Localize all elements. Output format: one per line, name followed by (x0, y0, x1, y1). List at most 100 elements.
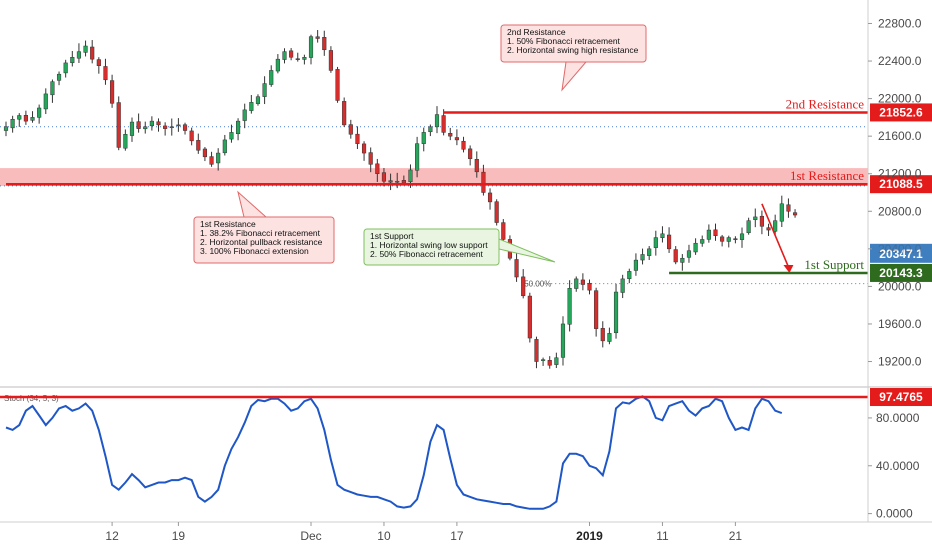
resistance-zone-layer (0, 168, 868, 186)
candle-94 (627, 271, 632, 279)
candle-37 (249, 102, 254, 111)
candle-118 (786, 204, 791, 212)
candle-5 (37, 107, 42, 118)
x-tick-label-4: 17 (450, 529, 464, 543)
candle-50 (335, 69, 340, 101)
candle-31 (209, 156, 214, 165)
candle-46 (308, 36, 314, 58)
first-support-note-line-0: 1st Support (370, 231, 414, 241)
first-resistance-note-line-3: 3. 100% Fibonacci extension (200, 246, 309, 256)
candle-99 (660, 233, 665, 238)
candle-45 (302, 57, 307, 60)
level-tag-0 (870, 103, 932, 122)
candle-101 (673, 249, 678, 263)
candle-69 (461, 140, 466, 150)
candle-106 (706, 229, 711, 240)
candle-28 (189, 130, 194, 142)
current-price-label: 20347.1 (879, 247, 923, 261)
candle-110 (733, 238, 738, 240)
candle-15 (103, 66, 108, 81)
candle-48 (322, 37, 327, 51)
candle-95 (633, 259, 638, 271)
candle-109 (726, 237, 731, 242)
candle-92 (613, 291, 619, 334)
candle-90 (600, 328, 605, 342)
second-resistance-note-line-1: 1. 50% Fibonacci retracement (507, 36, 621, 46)
candle-10 (70, 57, 75, 64)
y-tick-label-6: 21600.0 (878, 129, 922, 143)
candle-71 (474, 158, 479, 173)
second-resistance-note-pointer (561, 61, 588, 92)
stochastic-panel: Stoch (34, 5, 3) 97.4765 (0, 386, 932, 510)
candle-61 (408, 169, 413, 183)
y-tick-label-9: 22800.0 (878, 16, 922, 30)
candle-14 (96, 59, 101, 66)
candle-16 (110, 80, 115, 104)
candle-113 (753, 216, 758, 220)
second-resistance-note-line-0: 2nd Resistance (507, 27, 566, 37)
candle-52 (348, 124, 353, 135)
level-tag-label-2: 20143.3 (879, 266, 923, 280)
candle-82 (547, 360, 552, 366)
candle-112 (746, 220, 751, 234)
first-resistance-note-line-2: 2. Horizontal pullback resistance (200, 237, 323, 247)
first-resistance-note-line-0: 1st Resistance (200, 219, 256, 229)
candle-41 (275, 58, 280, 72)
candle-35 (236, 120, 241, 134)
candle-66 (441, 115, 446, 133)
candle-43 (289, 50, 294, 58)
candle-20 (136, 121, 141, 129)
candle-93 (620, 278, 625, 293)
candle-59 (395, 180, 400, 183)
candle-17 (116, 102, 121, 148)
candle-103 (686, 250, 692, 258)
candle-36 (242, 109, 247, 121)
candle-102 (680, 257, 685, 263)
candle-117 (779, 203, 784, 222)
candle-19 (129, 121, 135, 136)
candle-65 (434, 114, 440, 128)
candle-12 (83, 45, 88, 53)
first-support-note-line-1: 1. Horizontal swing low support (370, 240, 488, 250)
candle-72 (481, 171, 486, 193)
candle-21 (143, 126, 148, 130)
candle-30 (202, 148, 207, 158)
candle-11 (76, 51, 82, 59)
candle-62 (415, 143, 420, 171)
candle-22 (149, 120, 154, 127)
candle-119 (792, 212, 798, 216)
candle-40 (269, 70, 274, 85)
stoch-line (5, 395, 783, 510)
candle-68 (454, 137, 459, 141)
level-tag-2 (870, 263, 932, 282)
candle-7 (50, 81, 55, 96)
candle-34 (229, 132, 234, 140)
candle-114 (759, 215, 764, 227)
candle-96 (640, 254, 645, 261)
candle-24 (163, 125, 168, 129)
candle-87 (580, 279, 585, 285)
candle-49 (328, 50, 333, 71)
candle-8 (56, 73, 62, 81)
candle-27 (182, 124, 188, 131)
candle-54 (361, 143, 367, 154)
candle-64 (428, 126, 433, 133)
level-tag-label-0: 21852.6 (879, 105, 923, 119)
candle-67 (448, 132, 453, 137)
candle-75 (501, 222, 506, 240)
first-support-note-line-2: 2. 50% Fibonacci retracement (370, 249, 484, 259)
x-tick-label-3: 10 (377, 529, 391, 543)
candle-13 (90, 46, 95, 60)
y-tick-label-4: 20800.0 (878, 204, 922, 218)
candle-25 (169, 126, 174, 129)
candle-18 (123, 134, 128, 149)
candle-55 (368, 152, 373, 165)
candle-0 (3, 126, 9, 131)
candle-2 (17, 115, 22, 120)
candle-116 (773, 220, 778, 232)
candle-56 (375, 163, 380, 174)
